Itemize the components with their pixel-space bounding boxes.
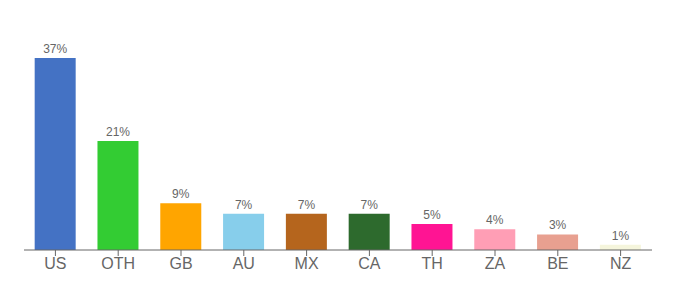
svg-text:3%: 3% <box>549 218 567 232</box>
svg-text:21%: 21% <box>106 125 130 139</box>
svg-text:US: US <box>44 255 66 272</box>
svg-text:5%: 5% <box>423 208 441 222</box>
svg-text:AU: AU <box>233 255 255 272</box>
svg-text:9%: 9% <box>172 187 190 201</box>
svg-text:BE: BE <box>547 255 568 272</box>
svg-text:37%: 37% <box>43 42 67 56</box>
svg-text:7%: 7% <box>235 198 253 212</box>
svg-text:1%: 1% <box>612 229 630 243</box>
svg-text:GB: GB <box>169 255 192 272</box>
svg-text:ZA: ZA <box>485 255 506 272</box>
svg-text:7%: 7% <box>361 198 379 212</box>
svg-text:4%: 4% <box>486 213 504 227</box>
svg-text:MX: MX <box>295 255 319 272</box>
svg-text:7%: 7% <box>298 198 316 212</box>
svg-text:TH: TH <box>422 255 443 272</box>
svg-text:CA: CA <box>358 255 381 272</box>
svg-text:NZ: NZ <box>610 255 632 272</box>
svg-text:OTH: OTH <box>101 255 135 272</box>
